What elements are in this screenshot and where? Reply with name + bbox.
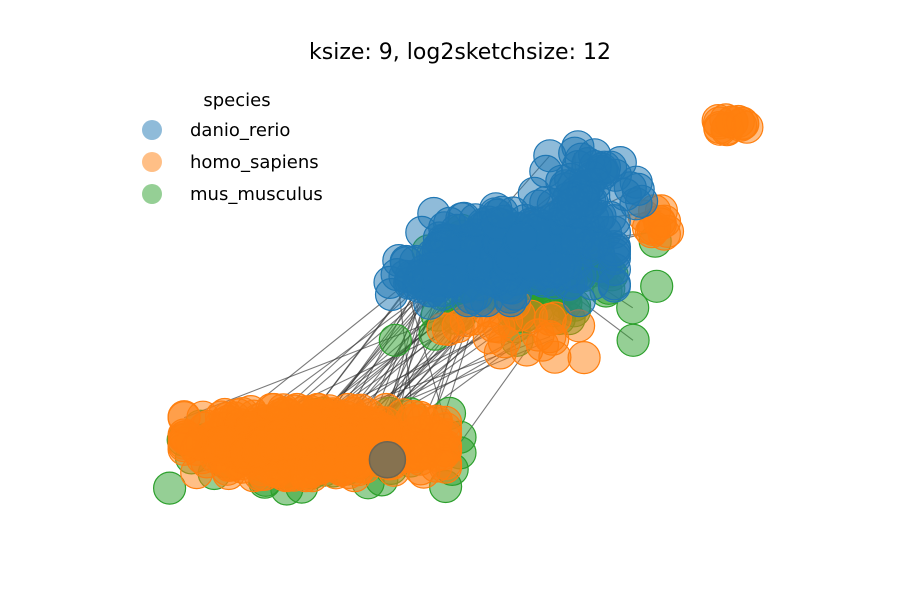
- node-homo_sapiens: [472, 321, 506, 355]
- node-mus_musculus: [616, 323, 650, 357]
- node-homo_sapiens: [258, 428, 292, 462]
- legend-label-homo_sapiens: homo_sapiens: [190, 152, 319, 173]
- node-danio_rerio: [608, 178, 642, 212]
- legend-label-mus_musculus: mus_musculus: [190, 184, 323, 205]
- node-mus_musculus: [153, 471, 187, 505]
- node-homo_sapiens: [428, 418, 463, 452]
- node-danio_rerio: [597, 267, 632, 301]
- node-danio_rerio: [485, 195, 519, 229]
- node-homo_sapiens: [647, 217, 682, 251]
- node-homo_sapiens: [428, 450, 463, 484]
- node-danio_rerio: [517, 176, 551, 210]
- legend-entries: danio_rerio homo_sapiens mus_musculus: [142, 120, 323, 205]
- node-mus_musculus: [378, 323, 412, 357]
- nodes-layer: [153, 103, 764, 506]
- outlier-node: [368, 441, 407, 479]
- legend-marker-homo_sapiens: [142, 152, 162, 172]
- chart-title: ksize: 9, log2sketchsize: 12: [309, 40, 611, 65]
- legend: species danio_rerio homo_sapiens mus_muscu…: [142, 90, 323, 205]
- legend-marker-danio_rerio: [142, 120, 162, 140]
- node-homo_sapiens: [431, 312, 465, 346]
- node-homo_sapiens: [288, 457, 322, 491]
- node-homo_sapiens: [334, 444, 368, 478]
- node-danio_rerio: [504, 221, 539, 255]
- node-homo_sapiens: [167, 400, 201, 434]
- node-danio_rerio: [517, 248, 551, 282]
- node-danio_rerio: [421, 263, 456, 297]
- node-homo_sapiens: [730, 110, 764, 144]
- node-homo_sapiens: [567, 341, 601, 375]
- legend-marker-mus_musculus: [142, 184, 162, 204]
- legend-title: species: [203, 90, 270, 111]
- node-danio_rerio: [556, 186, 590, 220]
- node-danio_rerio: [578, 150, 612, 184]
- node-mus_musculus: [640, 269, 674, 303]
- node-danio_rerio: [374, 277, 409, 312]
- node-homo_sapiens: [288, 395, 322, 429]
- node-homo_sapiens: [536, 322, 570, 356]
- legend-label-danio_rerio: danio_rerio: [190, 120, 290, 141]
